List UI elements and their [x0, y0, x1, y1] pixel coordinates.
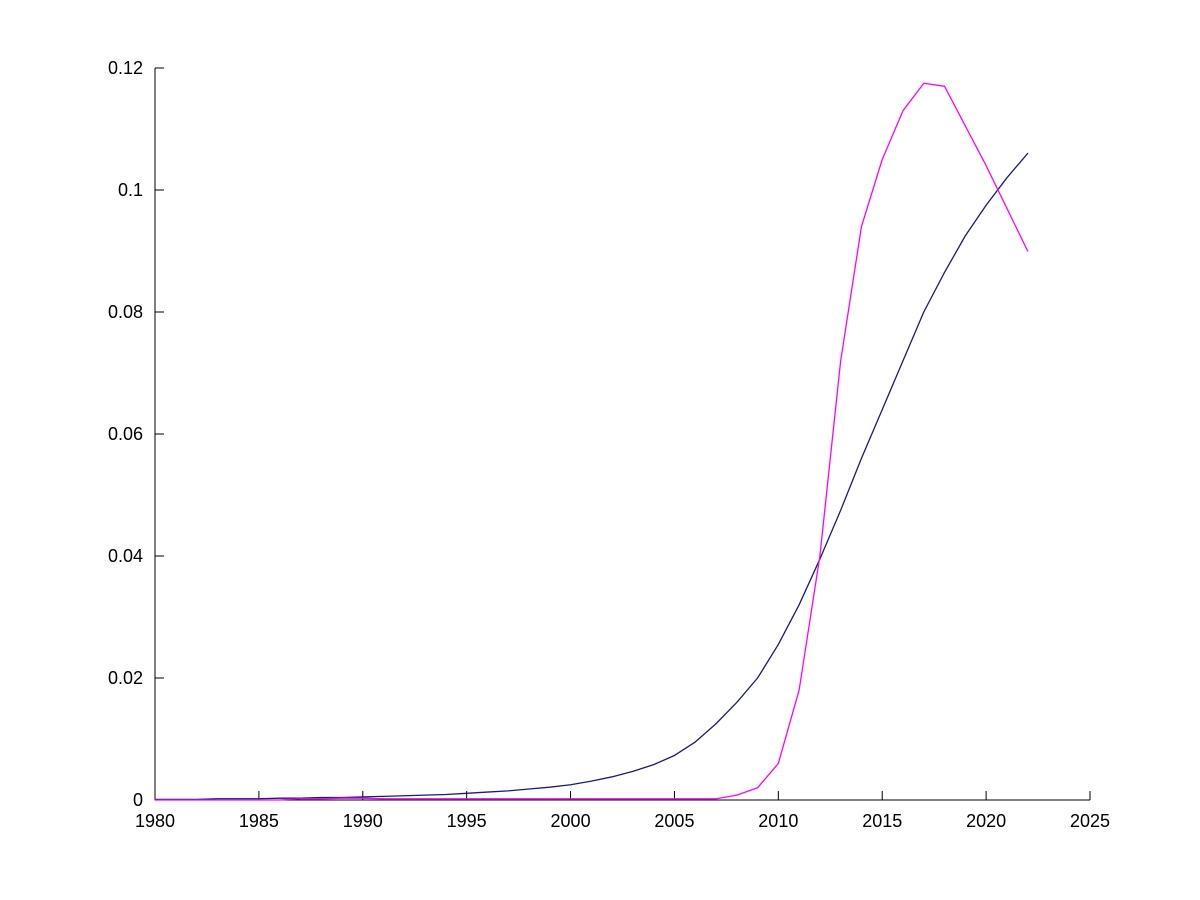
x-tick-label: 2000 [551, 811, 591, 831]
y-tick-label: 0.06 [108, 424, 143, 444]
y-tick-label: 0.04 [108, 546, 143, 566]
y-tick-label: 0.02 [108, 668, 143, 688]
y-tick-label: 0.12 [108, 58, 143, 78]
smooth-sigmoid-series-line [154, 152, 1029, 801]
x-tick-label: 2005 [654, 811, 694, 831]
steep-peak-series-line [154, 82, 1029, 801]
y-tick-label: 0.08 [108, 302, 143, 322]
x-tick-label: 1995 [447, 811, 487, 831]
x-tick-label: 2010 [758, 811, 798, 831]
x-tick-label: 1990 [343, 811, 383, 831]
x-tick-label: 2020 [966, 811, 1006, 831]
y-tick-label: 0.1 [118, 180, 143, 200]
y-tick-label: 0 [133, 790, 143, 810]
x-tick-label: 2015 [862, 811, 902, 831]
x-tick-label: 1980 [135, 811, 175, 831]
x-tick-label: 2025 [1070, 811, 1110, 831]
x-tick-label: 1985 [239, 811, 279, 831]
